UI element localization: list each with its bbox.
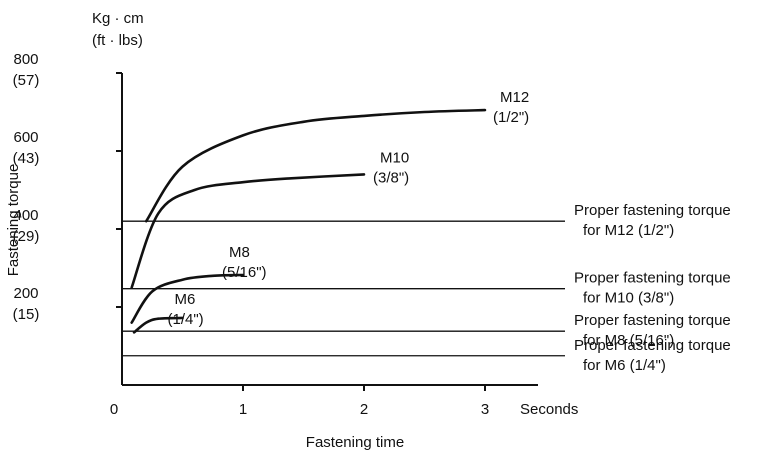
x-tick-label-0: 0 [110, 401, 118, 418]
y-tick-label-400: 400 [13, 207, 38, 224]
series-label-m10: M10 [380, 149, 409, 166]
y-unit-secondary: (ft · lbs) [92, 32, 143, 49]
reference-label-2-line1: Proper fastening torque [574, 312, 731, 329]
series-sublabel-m6: (1/4") [168, 311, 204, 328]
series-label-m8: M8 [229, 244, 250, 261]
series-label-m12: M12 [500, 89, 529, 106]
curve-m8 [130, 273, 245, 324]
y-tick-label-200: 200 [13, 285, 38, 302]
y-axis-title: Fastening torque [5, 164, 22, 277]
series-label-m6: M6 [175, 291, 196, 308]
reference-label-2-line2: for M8 (5/16") [583, 332, 674, 349]
x-axis-labels: 0 1 2 3 [110, 401, 489, 418]
series-sublabel-m12: (1/2") [493, 109, 529, 126]
curve-m10 [130, 173, 366, 289]
curve-m6 [132, 316, 184, 334]
reference-label-1-line2: for M10 (3/8") [583, 290, 674, 307]
reference-label-0-line1: Proper fastening torque [574, 202, 731, 219]
reference-label-1-line1: Proper fastening torque [574, 270, 731, 287]
y-tick-label-800: 800 [13, 51, 38, 68]
y-tick-sublabel-800: (57) [13, 72, 40, 89]
x-tick-label-1: 1 [239, 401, 247, 418]
y-unit-primary: Kg · cm [92, 10, 144, 27]
x-tick-label-3: 3 [481, 401, 489, 418]
reference-lines: Proper fastening torque for M12 (1/2") Pro… [122, 202, 731, 374]
reference-label-0-line2: for M12 (1/2") [583, 222, 674, 239]
y-tick-sublabel-600: (43) [13, 150, 40, 167]
x-axis-title: Fastening time [306, 434, 404, 451]
x-tick-label-2: 2 [360, 401, 368, 418]
series-sublabel-m10: (3/8") [373, 169, 409, 186]
reference-label-3-line1: Proper fastening torque [574, 337, 731, 354]
curve-m12 [144, 108, 487, 223]
series-sublabel-m8: (5/16") [222, 264, 267, 281]
y-tick-sublabel-400: (29) [13, 228, 40, 245]
reference-label-3-line2: for M6 (1/4") [583, 357, 666, 374]
series-curves: M12 (1/2") M10 (3/8") M8 (5/16") M6 (1/4") [130, 89, 529, 334]
y-tick-sublabel-200: (15) [13, 306, 40, 323]
axes [116, 72, 538, 391]
y-tick-label-600: 600 [13, 129, 38, 146]
x-axis-unit: Seconds [520, 401, 578, 418]
y-axis-labels: 200 (15) 400 (29) 600 (43) 800 (57) [13, 51, 40, 323]
